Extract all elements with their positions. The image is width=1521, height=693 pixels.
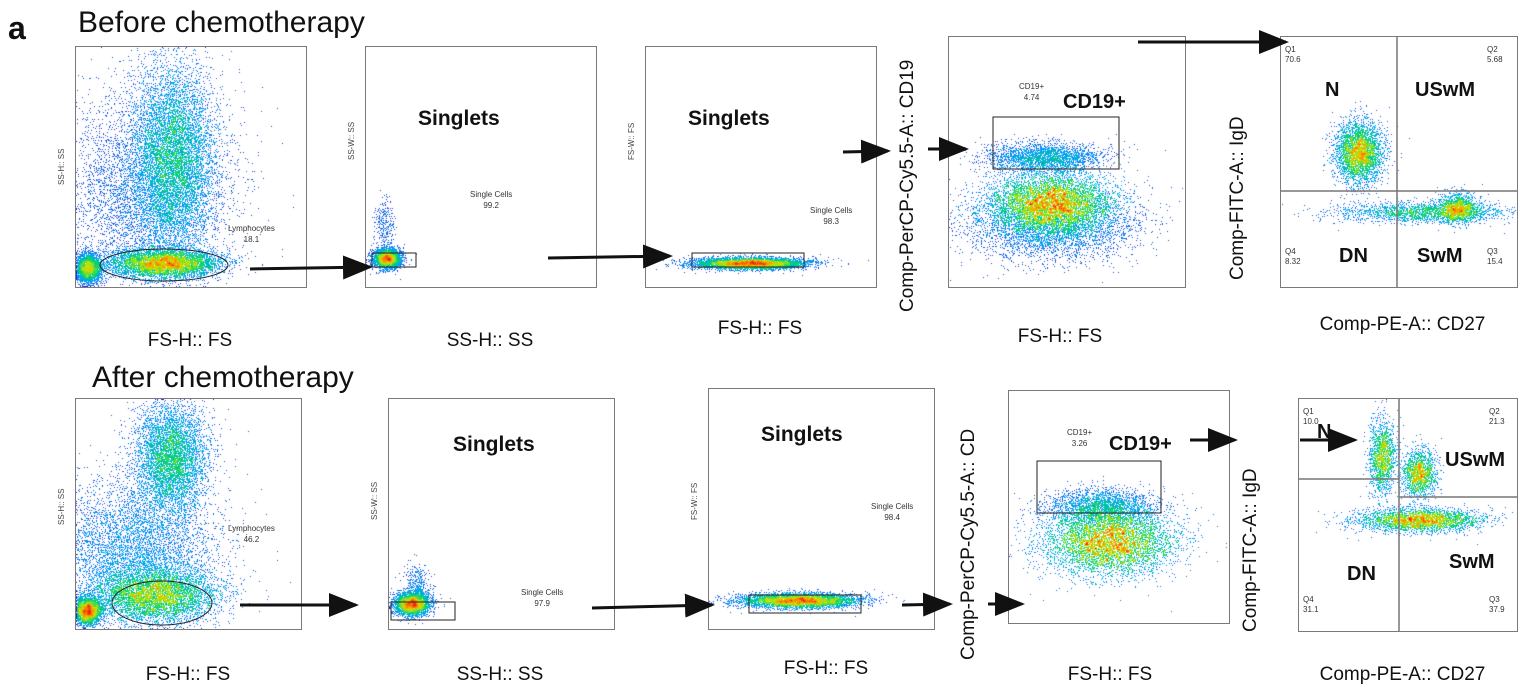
q4-label: Q4 31.1 xyxy=(1303,595,1319,614)
x-axis-label: Comp-PE-A:: CD27 xyxy=(1319,664,1486,685)
plot-title: Singlets xyxy=(453,433,535,456)
lymphocyte-gate-plot-before: Lymphocytes 18.1 xyxy=(75,46,307,288)
cd19-gate-plot-before: CD19+ 4.74 CD19+ xyxy=(948,36,1186,288)
density-canvas xyxy=(389,399,614,629)
x-axis-label: FS-H:: FS xyxy=(783,658,869,679)
x-axis-label: FS-H:: FS xyxy=(1017,326,1103,347)
y-axis-label: Comp-PerCP-Cy5.5-A:: CD19 xyxy=(897,59,918,312)
row-title-before: Before chemotherapy xyxy=(78,6,365,39)
gate-label: Lymphocytes 46.2 xyxy=(228,524,275,544)
y-axis-label: SS-H:: SS xyxy=(57,488,66,525)
quadrant-plot-before: Q1 70.6 Q2 5.68 Q4 8.32 Q3 15.4 N USwM DN Sw… xyxy=(1280,36,1518,288)
quadrant-dn: DN xyxy=(1339,245,1368,267)
q2-label: Q2 5.68 xyxy=(1487,45,1503,64)
quadrant-swm: SwM xyxy=(1449,551,1495,573)
q2-label: Q2 21.3 xyxy=(1489,407,1505,426)
plot-title: Singlets xyxy=(761,423,843,446)
y-axis-label: FS-W:: FS xyxy=(627,122,636,160)
gate-label: Single Cells 98.3 xyxy=(810,206,853,226)
density-canvas xyxy=(1299,399,1517,631)
quadrant-swm: SwM xyxy=(1417,245,1463,267)
gate-label: CD19+ 3.26 xyxy=(1067,428,1093,448)
quadrant-uswm: USwM xyxy=(1415,79,1475,101)
x-axis-label: FS-H:: FS xyxy=(145,664,231,685)
q1-label: Q1 10.0 xyxy=(1303,407,1319,426)
singlets-ss-plot-before: Singlets Single Cells 99.2 xyxy=(365,46,597,288)
q1-label: Q1 70.6 xyxy=(1285,45,1301,64)
plot-title: CD19+ xyxy=(1109,433,1172,455)
density-canvas xyxy=(709,389,934,629)
cd19-gate-plot-after: CD19+ 3.26 CD19+ xyxy=(1008,390,1230,624)
x-axis-label: FS-H:: FS xyxy=(717,318,803,339)
plot-title: CD19+ xyxy=(1063,91,1126,113)
density-canvas xyxy=(366,47,596,287)
y-axis-label: Comp-FITC-A:: IgD xyxy=(1227,116,1248,280)
quadrant-n: N xyxy=(1317,421,1332,443)
y-axis-label: SS-H:: SS xyxy=(57,148,66,185)
y-axis-label: SS-W:: SS xyxy=(347,121,356,160)
quadrant-plot-after: Q1 10.0 Q2 21.3 Q4 31.1 Q3 37.9 N USwM DN Sw… xyxy=(1298,398,1518,632)
y-axis-label: Comp-FITC-A:: IgD xyxy=(1240,468,1261,632)
singlets-fs-plot-before: Singlets Single Cells 98.3 xyxy=(645,46,877,288)
quadrant-dn: DN xyxy=(1347,563,1376,585)
density-canvas xyxy=(646,47,876,287)
x-axis-label: FS-H:: FS xyxy=(1067,664,1153,685)
x-axis-label: Comp-PE-A:: CD27 xyxy=(1319,314,1486,335)
gate-label: Single Cells 99.2 xyxy=(470,190,513,210)
quadrant-n: N xyxy=(1325,79,1340,101)
quadrant-uswm: USwM xyxy=(1445,449,1505,471)
y-axis-label: SS-W:: SS xyxy=(370,481,379,520)
density-canvas xyxy=(949,37,1185,287)
y-axis-label: Comp-PerCP-Cy5.5-A:: CD xyxy=(958,428,979,660)
q3-label: Q3 15.4 xyxy=(1487,247,1503,266)
x-axis-label: SS-H:: SS xyxy=(446,330,534,351)
x-axis-label: SS-H:: SS xyxy=(456,664,544,685)
y-axis-label: FS-W:: FS xyxy=(690,482,699,520)
panel-letter: a xyxy=(8,10,26,46)
q4-label: Q4 8.32 xyxy=(1285,247,1301,266)
singlets-ss-plot-after: Singlets Single Cells 97.9 xyxy=(388,398,615,630)
row-title-after: After chemotherapy xyxy=(92,361,354,394)
gate-label: CD19+ 4.74 xyxy=(1019,82,1045,102)
density-canvas xyxy=(76,399,301,629)
x-axis-label: FS-H:: FS xyxy=(147,330,233,351)
density-canvas xyxy=(1281,37,1517,287)
gate-label: Single Cells 97.9 xyxy=(521,588,564,608)
singlets-fs-plot-after: Singlets Single Cells 98.4 xyxy=(708,388,935,630)
q3-label: Q3 37.9 xyxy=(1489,595,1505,614)
density-canvas xyxy=(1009,391,1229,623)
plot-title: Singlets xyxy=(418,107,500,130)
plot-title: Singlets xyxy=(688,107,770,130)
density-canvas xyxy=(76,47,306,287)
lymphocyte-gate-plot-after: Lymphocytes 46.2 xyxy=(75,398,302,630)
gate-label: Single Cells 98.4 xyxy=(871,502,914,522)
gate-label: Lymphocytes 18.1 xyxy=(228,224,275,244)
